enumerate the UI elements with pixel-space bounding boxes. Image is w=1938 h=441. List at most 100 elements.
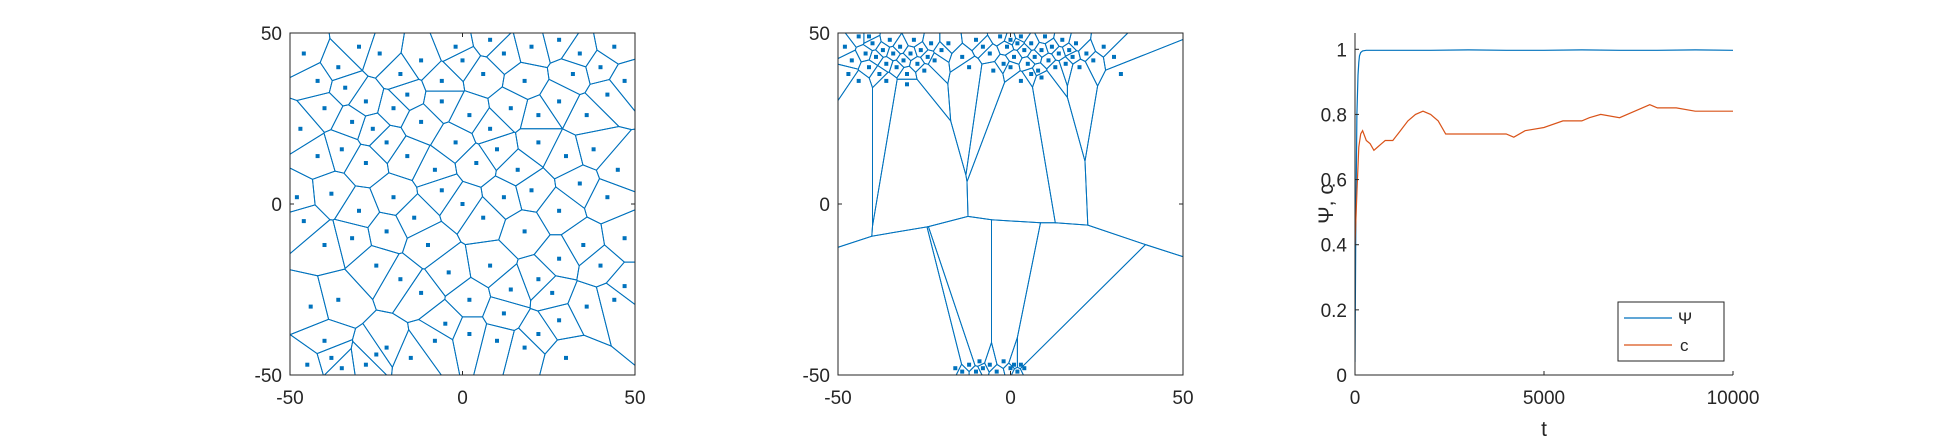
voronoi-site-point	[980, 44, 985, 49]
voronoi-site-point	[529, 188, 534, 193]
voronoi-site-point	[1084, 51, 1089, 56]
voronoi-cell	[470, 33, 512, 58]
voronoi-site-point	[584, 113, 589, 118]
voronoi-site-point	[1043, 34, 1047, 39]
voronoi-sites-middle	[842, 34, 1123, 374]
voronoi-site-point	[856, 34, 861, 39]
voronoi-site-point	[467, 113, 472, 118]
voronoi-site-point	[432, 338, 437, 343]
y-tick-label: 50	[261, 24, 282, 45]
voronoi-site-point	[557, 318, 562, 323]
voronoi-site-point	[384, 229, 389, 234]
voronoi-site-point	[522, 78, 527, 83]
voronoi-cell	[316, 268, 377, 329]
voronoi-site-point	[501, 51, 506, 56]
voronoi-site-point	[1008, 366, 1013, 371]
voronoi-site-point	[929, 41, 934, 46]
voronoi-site-point	[1091, 58, 1096, 63]
voronoi-site-point	[336, 297, 341, 302]
voronoi-site-point	[1012, 54, 1016, 59]
time-series-panel: 0 5000 10000 0 0.2 0.4 0.6 0.8 1 t Ψ, c Ψ c	[1315, 33, 1759, 441]
voronoi-site-point	[901, 58, 906, 63]
voronoi-site-point	[581, 243, 586, 247]
voronoi-site-point	[1001, 359, 1006, 364]
voronoi-site-point	[515, 167, 520, 172]
x-tick-label: 0	[457, 388, 468, 409]
voronoi-site-point	[301, 51, 306, 56]
voronoi-site-point	[842, 44, 847, 49]
voronoi-cell	[369, 172, 419, 216]
voronoi-site-point	[329, 355, 334, 360]
voronoi-cell	[1019, 244, 1183, 375]
voronoi-site-point	[315, 154, 320, 159]
voronoi-site-point	[1112, 54, 1116, 59]
x-tick-label: 50	[1172, 388, 1193, 409]
voronoi-site-point	[1029, 41, 1034, 46]
voronoi-cells-middle	[838, 33, 1183, 375]
voronoi-site-point	[481, 215, 486, 220]
voronoi-site-point	[564, 355, 568, 360]
voronoi-site-point	[363, 362, 368, 367]
voronoi-site-point	[867, 34, 871, 39]
voronoi-site-point	[488, 126, 493, 131]
voronoi-site-point	[426, 243, 430, 247]
voronoi-site-point	[598, 65, 603, 70]
voronoi-cell	[347, 75, 385, 117]
voronoi-site-point	[977, 359, 982, 364]
x-tick-label: -50	[276, 388, 303, 409]
voronoi-site-point	[557, 256, 562, 261]
voronoi-site-point	[308, 304, 313, 309]
voronoi-site-point	[849, 58, 854, 63]
voronoi-site-point	[339, 147, 344, 152]
x-tick-label: 0	[1005, 388, 1016, 409]
y-tick-label: 0.4	[1321, 236, 1348, 257]
voronoi-site-point	[1018, 78, 1023, 83]
voronoi-site-point	[1056, 51, 1061, 56]
voronoi-site-point	[1022, 366, 1027, 371]
y-tick-label: 0	[271, 195, 282, 216]
y-tick-label: -50	[803, 366, 830, 387]
voronoi-site-point	[925, 54, 930, 59]
voronoi-site-point	[887, 37, 892, 42]
voronoi-site-point	[1032, 54, 1037, 59]
voronoi-site-point	[377, 51, 382, 56]
voronoi-site-point	[1012, 362, 1016, 367]
y-tick-label: 50	[809, 24, 830, 45]
voronoi-site-point	[419, 290, 424, 295]
voronoi-site-point	[1018, 34, 1023, 39]
voronoi-cell	[401, 220, 462, 270]
voronoi-site-point	[439, 188, 444, 193]
legend-label-psi: Ψ	[1678, 309, 1692, 328]
voronoi-site-point	[350, 236, 355, 241]
voronoi-site-point	[522, 345, 527, 350]
voronoi-cell	[1031, 69, 1089, 226]
voronoi-site-point	[536, 140, 541, 145]
voronoi-site-point	[370, 126, 375, 131]
voronoi-site-point	[467, 297, 472, 302]
voronoi-site-point	[1039, 75, 1044, 80]
voronoi-site-point	[408, 355, 413, 360]
voronoi-site-point	[529, 44, 534, 49]
voronoi-site-point	[591, 147, 596, 152]
voronoi-site-point	[322, 243, 327, 247]
voronoi-site-point	[1015, 369, 1020, 374]
voronoi-site-point	[522, 229, 527, 234]
voronoi-cells-left	[290, 33, 635, 375]
voronoi-site-point	[398, 72, 403, 76]
voronoi-panel-left: -50 0 50 50 0 -50	[255, 24, 646, 409]
voronoi-site-point	[412, 215, 417, 220]
voronoi-cell	[546, 58, 591, 96]
y-axis-label: Ψ, c	[1315, 184, 1338, 224]
voronoi-site-point	[974, 369, 978, 374]
voronoi-site-point	[1018, 362, 1023, 367]
series-line-psi	[1355, 49, 1733, 363]
voronoi-site-point	[305, 362, 310, 367]
voronoi-site-point	[298, 126, 303, 131]
voronoi-site-point	[1074, 41, 1078, 46]
voronoi-site-point	[495, 338, 499, 343]
voronoi-cell	[863, 33, 881, 45]
y-tick-label: 0.8	[1321, 105, 1347, 126]
voronoi-cell	[290, 269, 330, 336]
voronoi-site-point	[570, 72, 575, 76]
